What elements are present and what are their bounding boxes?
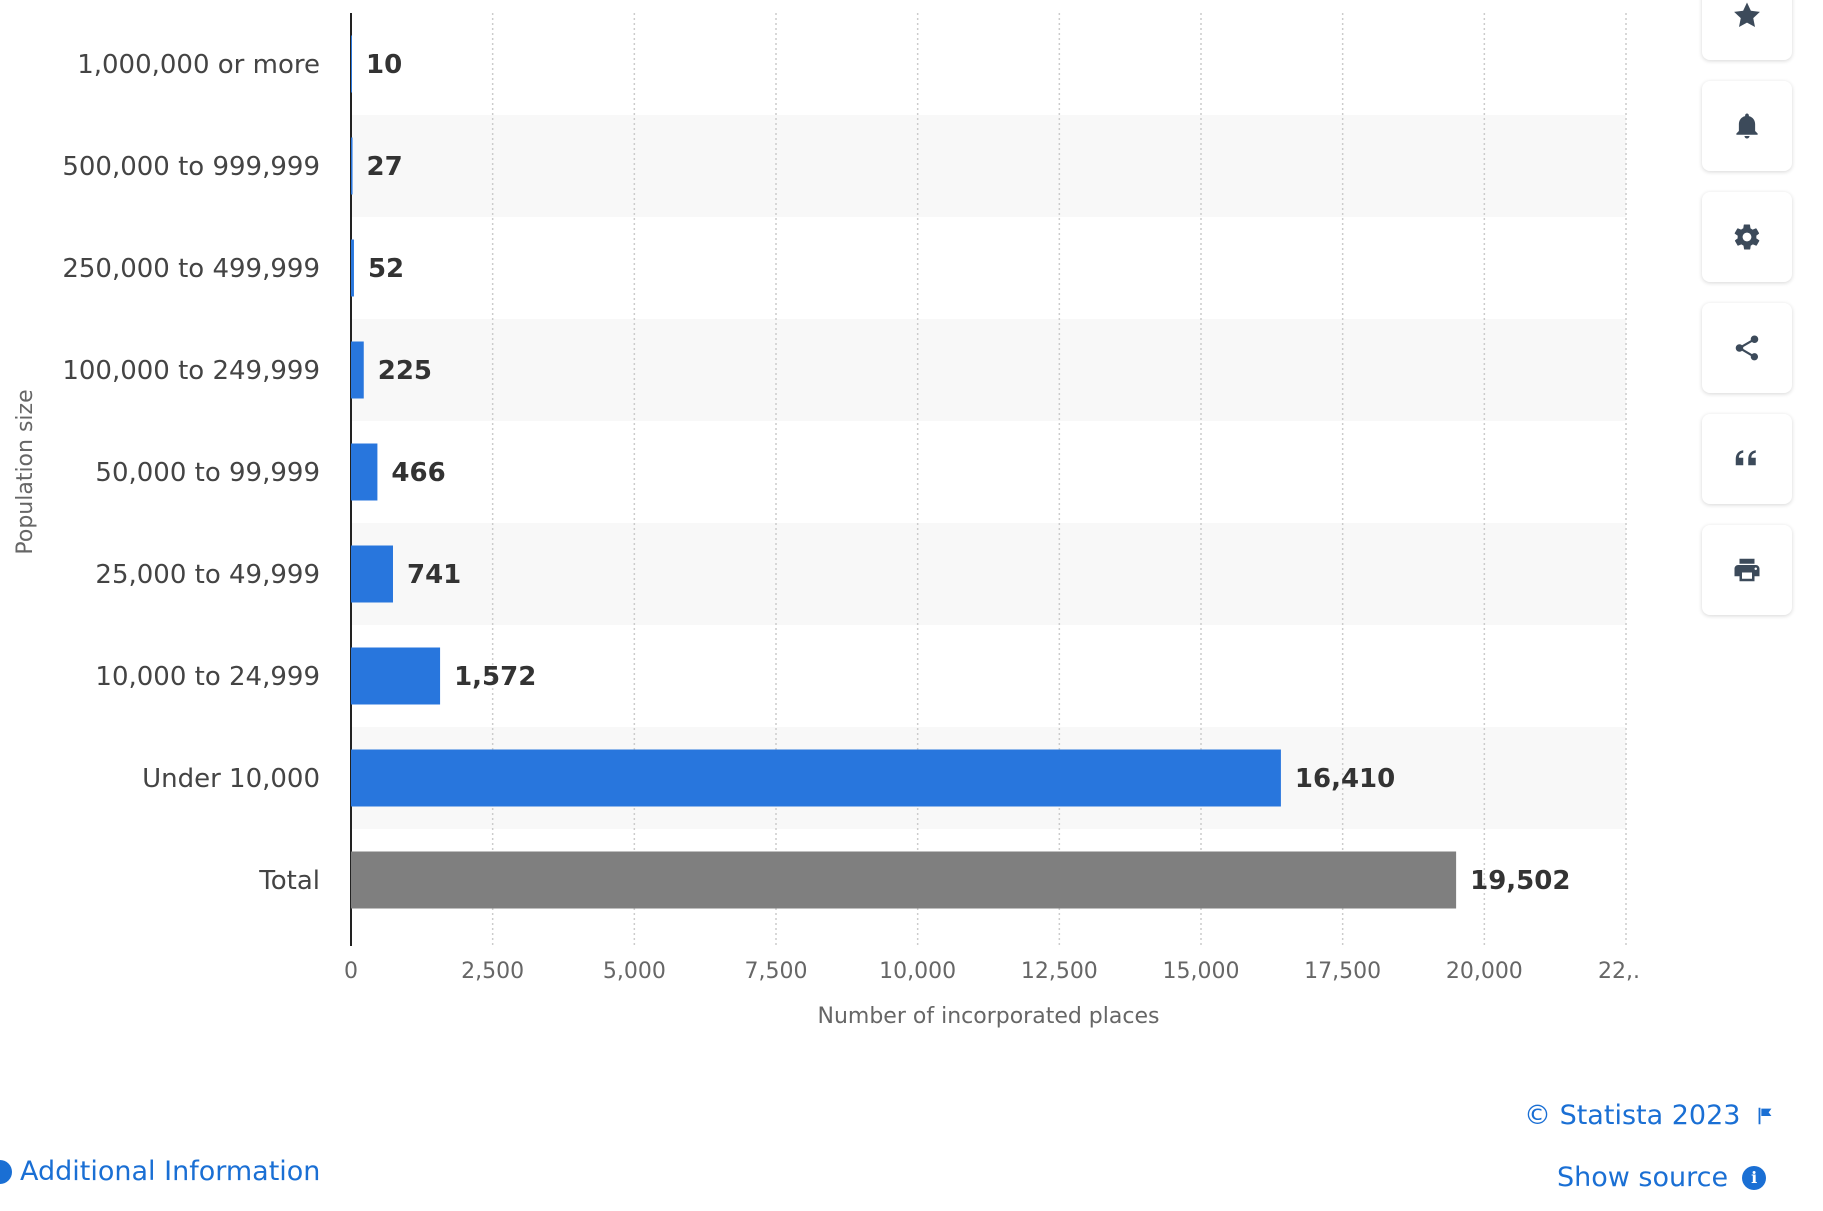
- print-button[interactable]: [1702, 525, 1792, 615]
- x-tick-label: 22,...: [1598, 959, 1640, 984]
- value-label: 16,410: [1295, 764, 1395, 794]
- bar: [351, 341, 364, 399]
- additional-information-link[interactable]: Additional Information: [0, 1156, 320, 1187]
- value-label: 225: [378, 356, 432, 386]
- value-label: 52: [368, 254, 404, 284]
- x-tick-label: 15,000: [1163, 959, 1240, 984]
- category-labels: 1,000,000 or more 500,000 to 999,999 250,0…: [62, 50, 320, 896]
- bar: [351, 545, 393, 603]
- category-label: Under 10,000: [142, 764, 320, 794]
- category-label: Total: [258, 866, 320, 896]
- bell-icon: [1736, 113, 1758, 139]
- category-label: 1,000,000 or more: [77, 50, 320, 80]
- value-label: 19,502: [1470, 866, 1570, 896]
- value-labels: 10 27 52 225 466 741 1,572 16,410 19,502: [366, 50, 1570, 896]
- row-band: [351, 319, 1626, 421]
- value-label: 466: [391, 458, 445, 488]
- additional-information-text: Additional Information: [20, 1156, 321, 1187]
- star-icon: [1734, 2, 1760, 27]
- x-tick-label: 2,500: [461, 959, 524, 984]
- value-label: 27: [367, 152, 403, 182]
- cite-button[interactable]: [1702, 414, 1792, 504]
- row-bands: [351, 115, 1626, 829]
- share-button[interactable]: [1702, 303, 1792, 393]
- info-icon: i: [1742, 1165, 1767, 1190]
- print-icon: [1734, 558, 1760, 582]
- x-tick-label: 17,500: [1304, 959, 1381, 984]
- share-icon: [1735, 335, 1759, 361]
- statista-copyright-link[interactable]: © Statista 2023: [1524, 1100, 1776, 1131]
- category-label: 250,000 to 499,999: [62, 254, 320, 284]
- notification-button[interactable]: [1702, 81, 1792, 171]
- bar: [351, 137, 353, 195]
- x-axis-title: Number of incorporated places: [818, 1004, 1160, 1029]
- x-tick-label: 20,000: [1446, 959, 1523, 984]
- quote-icon: [1735, 450, 1756, 466]
- x-tick-label: 5,000: [603, 959, 666, 984]
- category-label: 50,000 to 99,999: [95, 458, 320, 488]
- value-label: 10: [366, 50, 402, 80]
- copyright-text: © Statista 2023: [1524, 1100, 1741, 1131]
- show-source-text: Show source: [1557, 1162, 1729, 1193]
- row-band: [351, 115, 1626, 217]
- bar: [351, 749, 1281, 807]
- x-tick-label: 7,500: [745, 959, 808, 984]
- y-axis-title: Population size: [13, 389, 38, 554]
- bar: [351, 647, 441, 705]
- show-source-link[interactable]: Show source i: [1557, 1162, 1767, 1193]
- bar: [351, 35, 352, 93]
- flag-icon: [1759, 1107, 1772, 1124]
- value-label: 741: [407, 560, 461, 590]
- gear-icon: [1734, 224, 1760, 250]
- x-tick-label: 0: [344, 959, 358, 984]
- bar-chart: 1,000,000 or more 500,000 to 999,999 250,0…: [13, 13, 1640, 1029]
- gridlines: [491, 13, 1627, 946]
- bars: [351, 35, 1457, 909]
- bar: [351, 851, 1457, 909]
- bar: [351, 239, 354, 297]
- category-label: 500,000 to 999,999: [62, 152, 320, 182]
- x-tick-label: 10,000: [879, 959, 956, 984]
- favorite-button[interactable]: [1702, 0, 1792, 60]
- bar: [351, 443, 378, 501]
- settings-button[interactable]: [1702, 192, 1792, 282]
- category-label: 100,000 to 249,999: [62, 356, 320, 386]
- info-icon: [0, 1159, 12, 1184]
- row-band: [351, 523, 1626, 625]
- x-tick-label: 12,500: [1021, 959, 1098, 984]
- x-tick-labels: 0 2,500 5,000 7,500 10,000 12,500 15,000 17,500…: [344, 959, 1640, 984]
- category-label: 10,000 to 24,999: [95, 662, 320, 692]
- category-label: 25,000 to 49,999: [95, 560, 320, 590]
- value-label: 1,572: [454, 662, 536, 692]
